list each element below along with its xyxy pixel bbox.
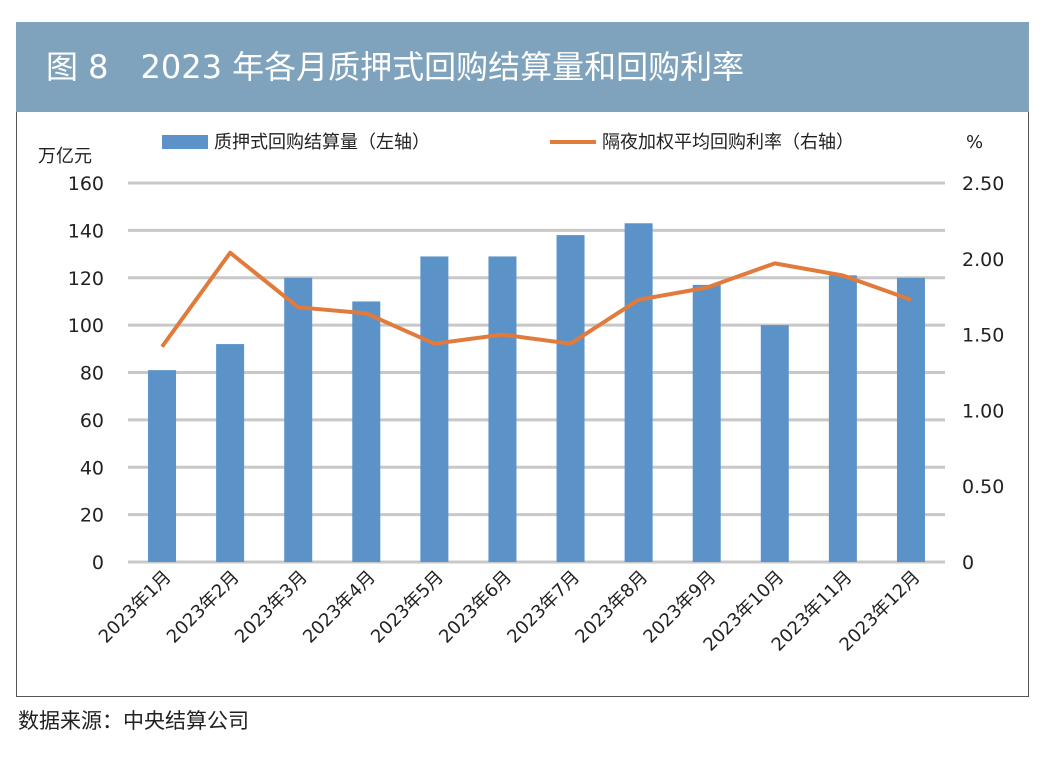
- rate-line: [160, 250, 912, 348]
- y-left-tick-label: 40: [80, 457, 104, 479]
- chart-frame: [16, 112, 1029, 697]
- bar: [556, 235, 585, 563]
- y-left-tick-label: 140: [68, 220, 104, 242]
- legend-line-label: 隔夜加权平均回购利率（右轴）: [602, 132, 854, 153]
- bar: [760, 325, 789, 562]
- bar: [216, 344, 245, 562]
- y-left-tick-label: 100: [68, 315, 104, 337]
- bar: [896, 277, 925, 562]
- chart-title: 图 8 2023 年各月质押式回购结算量和回购利率: [16, 22, 1029, 112]
- bar: [352, 301, 381, 562]
- bar: [284, 277, 313, 562]
- bar: [420, 256, 449, 562]
- y-left-tick-label: 80: [80, 363, 104, 385]
- bar: [692, 284, 721, 562]
- y-left-axis-label: 万亿元: [38, 146, 92, 167]
- y-left-tick-label: 60: [80, 410, 104, 432]
- y-right-tick-label: 2.00: [962, 249, 1004, 271]
- bar: [148, 370, 177, 562]
- y-left-tick-label: 120: [68, 268, 104, 290]
- y-left-tick-label: 20: [80, 505, 104, 527]
- legend-bar-label: 质押式回购结算量（左轴）: [214, 132, 430, 153]
- y-right-tick-label: 2.50: [962, 173, 1004, 195]
- y-right-tick-label: 1.00: [962, 400, 1004, 422]
- source-note: 数据来源：中央结算公司: [18, 709, 249, 733]
- bar: [624, 223, 653, 563]
- y-left-tick-label: 0: [92, 552, 104, 574]
- y-right-tick-label: 0: [962, 552, 974, 574]
- legend-bar-swatch: [162, 135, 208, 149]
- bar: [488, 256, 517, 562]
- y-right-tick-label: 0.50: [962, 476, 1004, 498]
- bar: [828, 275, 857, 562]
- y-right-tick-label: 1.50: [962, 325, 1004, 347]
- chart: 0 20 40 60 80 100 120 140 160 0 0.50 1.00 1.50 2.00 2.…: [38, 132, 1004, 656]
- y-left-tick-label: 160: [68, 173, 104, 195]
- y-right-axis-label: %: [966, 132, 983, 153]
